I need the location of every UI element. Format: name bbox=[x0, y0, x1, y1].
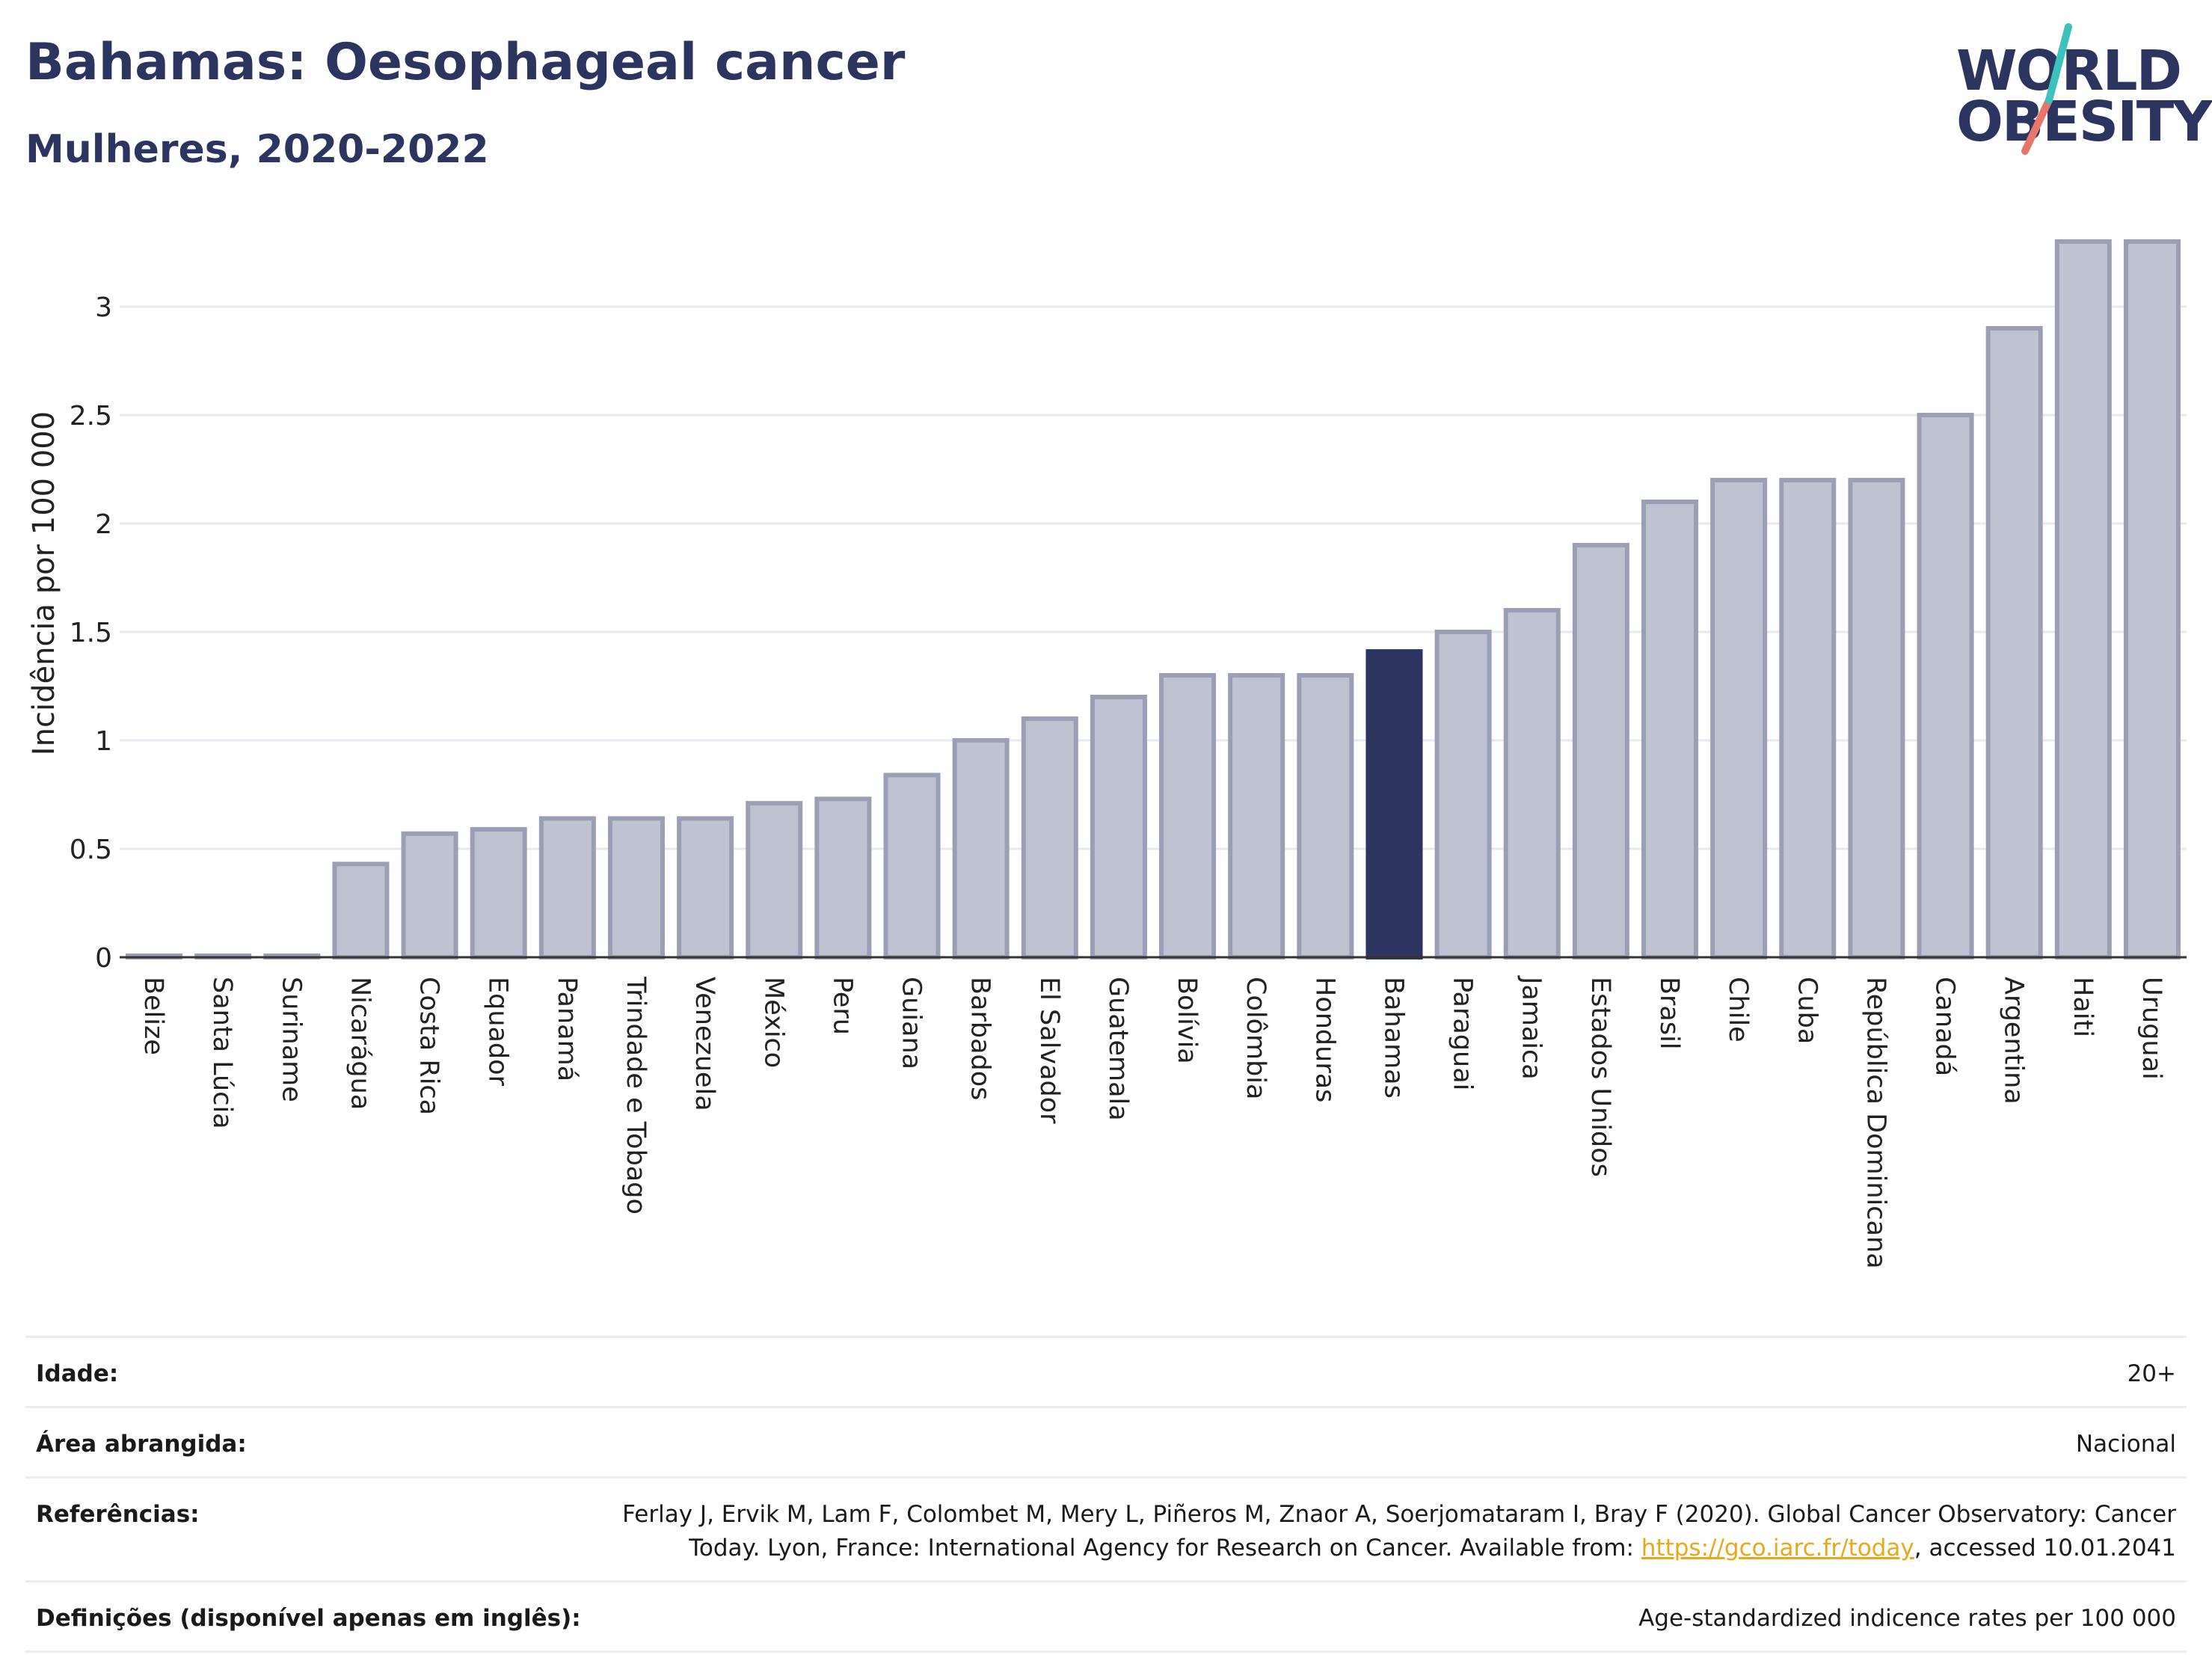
x-tick-label: Uruguai bbox=[2136, 977, 2166, 1080]
reference-text: Today. Lyon, France: International Agenc… bbox=[689, 1535, 1641, 1562]
bar-equador bbox=[470, 826, 527, 960]
x-tick-label: México bbox=[758, 977, 788, 1068]
bar-rep-blica-dominicana bbox=[1848, 478, 1905, 959]
x-tick-label: Jamaica bbox=[1517, 975, 1546, 1080]
bar-uruguai bbox=[2123, 239, 2181, 959]
x-tick-label: Guatemala bbox=[1103, 977, 1133, 1121]
bar-brasil bbox=[1641, 500, 1699, 959]
x-tick-label: Colômbia bbox=[1241, 977, 1271, 1099]
info-label: Idade: bbox=[36, 1360, 119, 1387]
bar-bol-via bbox=[1159, 673, 1217, 959]
bar-peru bbox=[814, 796, 872, 960]
x-tick-label: Costa Rica bbox=[414, 977, 444, 1115]
x-tick-label: Canadá bbox=[1930, 977, 1960, 1076]
bar-chart: 0 0.5 1 1.5 2 2.5 3 Belize Santa Lúcia Suriname N… bbox=[27, 239, 2187, 1269]
x-tick-label: Guiana bbox=[897, 977, 927, 1069]
bar-el-salvador bbox=[1021, 716, 1078, 959]
x-tick-label: Bolívia bbox=[1172, 977, 1202, 1064]
x-tick-label: Peru bbox=[827, 977, 857, 1035]
y-axis-label: Incidência por 100 000 bbox=[27, 411, 61, 755]
reference-accessed: , accessed 10.01.2041 bbox=[1914, 1535, 2176, 1562]
info-table: Idade: 20+ Área abrangida: Nacional Refe… bbox=[25, 1336, 2187, 1653]
y-tick-label: 0.5 bbox=[70, 835, 112, 865]
x-tick-label: Suriname bbox=[276, 977, 306, 1102]
y-tick-label: 2.5 bbox=[70, 401, 112, 432]
info-row-references: Referências: Ferlay J, Ervik M, Lam F, C… bbox=[25, 1479, 2187, 1582]
x-tick-label: Trindade e Tobago bbox=[621, 976, 651, 1215]
x-tick-label: Bahamas bbox=[1378, 977, 1408, 1099]
bar-chile bbox=[1710, 478, 1768, 959]
bar-nicar-gua bbox=[332, 862, 390, 960]
bar-m-xico bbox=[746, 801, 803, 959]
x-tick-label: Honduras bbox=[1309, 977, 1339, 1102]
info-value: 20+ bbox=[2127, 1360, 2176, 1387]
info-label: Definições (disponível apenas em inglês)… bbox=[36, 1605, 581, 1632]
x-tick-label: Equador bbox=[483, 977, 513, 1087]
bar-venezuela bbox=[677, 816, 734, 960]
info-row-age: Idade: 20+ bbox=[25, 1338, 2187, 1408]
x-tick-label: Belize bbox=[138, 977, 168, 1055]
bar-canad- bbox=[1917, 413, 1974, 959]
logo-line-2: OBESITY bbox=[1956, 90, 2212, 154]
info-row-area: Área abrangida: Nacional bbox=[25, 1408, 2187, 1479]
info-label: Área abrangida: bbox=[36, 1431, 247, 1458]
x-tick-label: Nicarágua bbox=[345, 977, 375, 1110]
info-label: Referências: bbox=[36, 1501, 200, 1528]
info-row-definitions: Definições (disponível apenas em inglês)… bbox=[25, 1582, 2187, 1653]
gridlines bbox=[120, 305, 2187, 850]
x-tick-label: Estados Unidos bbox=[1585, 977, 1615, 1177]
x-axis-labels: Belize Santa Lúcia Suriname Nicarágua Costa … bbox=[138, 975, 2166, 1269]
x-tick-label: Venezuela bbox=[689, 977, 719, 1111]
x-tick-label: Cuba bbox=[1792, 977, 1822, 1044]
bar-cuba bbox=[1779, 478, 1837, 959]
bar-argentina bbox=[1985, 326, 2043, 959]
world-obesity-logo: WORLD OBESITY bbox=[1944, 22, 2212, 157]
page-title: Bahamas: Oesophageal cancer bbox=[25, 33, 906, 92]
bar-bahamas bbox=[1365, 649, 1423, 959]
x-tick-label: Paraguai bbox=[1448, 977, 1478, 1090]
info-value: Ferlay J, Ervik M, Lam F, Colombet M, Me… bbox=[622, 1498, 2176, 1565]
y-tick-label: 1.5 bbox=[70, 618, 112, 648]
bar-haiti bbox=[2054, 239, 2112, 959]
x-tick-label: República Dominicana bbox=[1861, 977, 1890, 1269]
page-subtitle: Mulheres, 2020-2022 bbox=[25, 127, 489, 172]
x-tick-label: Brasil bbox=[1654, 977, 1684, 1050]
info-value: Nacional bbox=[2075, 1431, 2176, 1458]
bar-barbados bbox=[952, 738, 1010, 959]
bar-paraguai bbox=[1434, 630, 1492, 959]
x-tick-label: Panamá bbox=[552, 977, 582, 1081]
reference-link[interactable]: https://gco.iarc.fr/today bbox=[1641, 1535, 1914, 1562]
bar-costa-rica bbox=[401, 831, 458, 959]
bars bbox=[126, 239, 2181, 960]
x-tick-label: Santa Lúcia bbox=[207, 977, 237, 1129]
x-tick-label: Haiti bbox=[2068, 977, 2098, 1037]
logo-slash-icon bbox=[2021, 23, 2072, 155]
info-value: Age-standardized indicence rates per 100… bbox=[1638, 1605, 2176, 1632]
logo-line-1: WORLD bbox=[1956, 39, 2182, 103]
reference-line-1: Ferlay J, Ervik M, Lam F, Colombet M, Me… bbox=[622, 1501, 2176, 1528]
x-tick-label: Chile bbox=[1723, 977, 1753, 1043]
bar-guiana bbox=[883, 773, 941, 960]
bar-guatemala bbox=[1090, 695, 1147, 959]
bar-jamaica bbox=[1503, 608, 1561, 959]
y-tick-label: 1 bbox=[95, 726, 112, 757]
y-tick-label: 2 bbox=[95, 509, 112, 540]
y-tick-label: 0 bbox=[95, 943, 112, 974]
bar-trindade-e-tobago bbox=[607, 816, 666, 960]
y-axis-ticks: 0 0.5 1 1.5 2 2.5 3 bbox=[70, 292, 112, 974]
x-tick-label: Barbados bbox=[965, 977, 995, 1100]
bar-col-mbia bbox=[1228, 673, 1285, 959]
bar-honduras bbox=[1297, 673, 1354, 959]
x-tick-label: El Salvador bbox=[1034, 977, 1064, 1124]
y-tick-label: 3 bbox=[95, 292, 112, 323]
x-tick-label: Argentina bbox=[1999, 977, 2029, 1105]
bar-estados-unidos bbox=[1572, 543, 1629, 959]
bar-panam- bbox=[538, 816, 596, 960]
